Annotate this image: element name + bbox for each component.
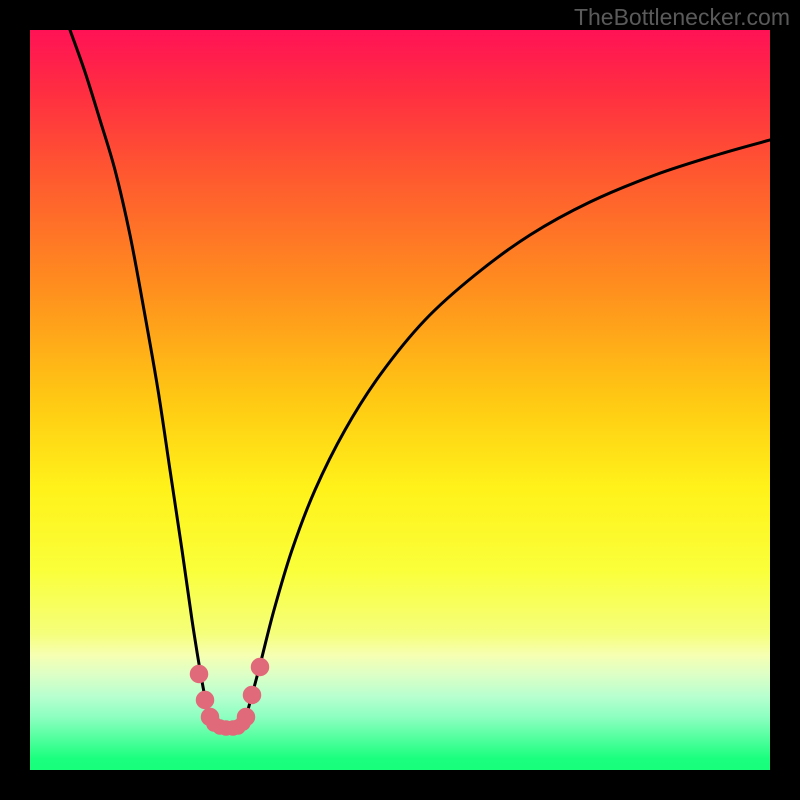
chart-svg: [30, 30, 770, 770]
chart-frame: TheBottlenecker.com: [0, 0, 800, 800]
data-marker: [253, 660, 268, 675]
data-marker: [237, 717, 249, 729]
data-marker: [192, 667, 207, 682]
plot-area: [30, 30, 770, 770]
data-marker: [245, 688, 260, 703]
data-marker: [198, 693, 213, 708]
watermark-text: TheBottlenecker.com: [574, 4, 790, 31]
